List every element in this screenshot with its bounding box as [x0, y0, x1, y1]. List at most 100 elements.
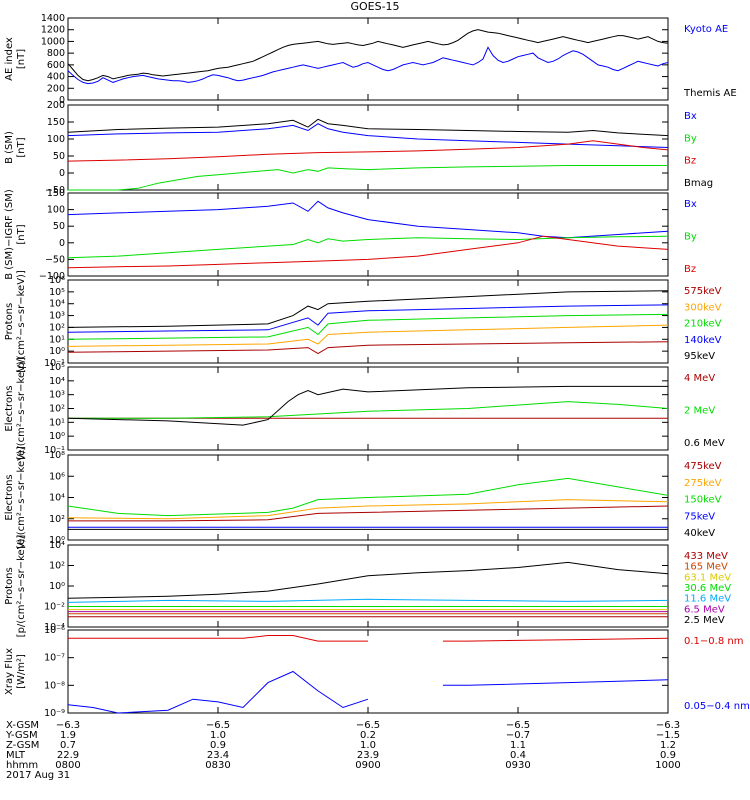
x-tick-value: −1.5: [656, 730, 680, 741]
y-tick-label-electrons2: 10²: [49, 514, 65, 525]
legend-entry-ae-0: Kyoto AE: [684, 24, 728, 35]
panel-frame-protons1: [67, 279, 669, 364]
panel-frame-bsm: [67, 104, 669, 191]
y-tick-label-protons2: 10⁻⁴: [44, 622, 65, 633]
x-tick-value: 0800: [55, 760, 80, 771]
y-tick-label-protons1: 10³: [49, 311, 65, 322]
legend-entry-protons2-4: 11.6 MeV: [684, 594, 731, 605]
legend-entry-xray-0: 0.1−0.8 nm: [684, 636, 743, 647]
legend-entry-protons2-1: 165 MeV: [684, 562, 728, 573]
legend-entry-electrons1-1: 2 MeV: [684, 406, 715, 417]
x-tick-value: −6.3: [56, 720, 80, 731]
x-tick-value: 1.2: [660, 740, 676, 751]
x-tick-value: −6.5: [206, 720, 230, 731]
x-tick-value: −6.5: [356, 720, 380, 731]
y-tick-label-protons1: 10⁰: [49, 346, 65, 357]
y-tick-label-protons2: 10⁴: [49, 540, 65, 551]
legend-entry-xray-1: 0.05−0.4 nm: [684, 701, 750, 712]
panel-frame-ae: [67, 17, 669, 101]
legend-entry-protons1-4: 95keV: [684, 351, 715, 362]
x-tick-value: −6.5: [506, 720, 530, 731]
y-axis-unit-bigrf: [nT]: [16, 224, 27, 244]
y-axis-unit-bsm: [nT]: [16, 137, 27, 157]
x-tick-value: 0.2: [360, 730, 376, 741]
x-axis-row-label: Z-GSM: [6, 740, 39, 751]
y-tick-label-electrons1: 10¹: [49, 417, 65, 428]
y-axis-unit-electrons1: [e/(cm²−s−sr−keV)]: [16, 357, 27, 460]
y-axis-label-protons1: Protons: [4, 303, 15, 340]
y-tick-label-bigrf: 50: [53, 221, 65, 232]
y-axis-label-bsm: B (SM): [4, 131, 15, 164]
y-tick-label-electrons1: 10⁰: [49, 431, 65, 442]
legend-entry-electrons1-2: 0.6 MeV: [684, 438, 725, 449]
x-tick-value: −0.7: [506, 730, 530, 741]
legend-entry-protons1-3: 140keV: [684, 335, 722, 346]
legend-entry-protons1-2: 210keV: [684, 319, 722, 330]
y-tick-label-protons1: 10²: [49, 322, 65, 333]
series-line-protons1-1: [67, 324, 669, 347]
y-axis-label-xray: Xray Flux: [4, 648, 15, 695]
panel-frame-electrons1: [67, 366, 669, 451]
legend-entry-ae-1: Themis AE: [683, 88, 737, 99]
y-tick-label-bsm: 150: [47, 117, 65, 128]
series-line-protons2-4: [67, 598, 669, 603]
y-tick-label-protons1: 10⁵: [49, 287, 65, 298]
y-axis-unit-protons2: [p/(cm²−s−sr−keV)]: [16, 535, 27, 638]
series-line-electrons2-2: [67, 477, 669, 517]
series-line-ae-1: [67, 29, 669, 82]
legend-entry-bsm-1: By: [684, 133, 697, 144]
y-tick-label-ae: 400: [47, 72, 65, 83]
x-tick-value: 1.9: [60, 730, 76, 741]
y-tick-label-ae: 0: [59, 95, 65, 106]
y-tick-label-xray: 10⁻⁶: [44, 625, 65, 636]
x-tick-value: 1000: [655, 760, 680, 771]
x-tick-value: 0900: [355, 760, 380, 771]
series-line-protons2-6: [67, 561, 669, 599]
series-line-xray-1: [67, 670, 669, 714]
y-tick-label-electrons1: 10⁵: [49, 362, 65, 373]
y-tick-label-electrons2: 10⁰: [49, 535, 65, 546]
legend-entry-electrons2-1: 275keV: [684, 478, 722, 489]
y-tick-label-electrons2: 10⁴: [49, 493, 65, 504]
y-tick-label-electrons2: 10⁶: [49, 471, 65, 482]
x-tick-value: 1.0: [210, 730, 226, 741]
x-tick-value: 23.4: [207, 750, 229, 761]
x-tick-value: 0.4: [510, 750, 526, 761]
x-tick-value: 1.0: [360, 740, 376, 751]
legend-entry-bsm-0: Bx: [684, 111, 697, 122]
legend-entry-electrons2-3: 75keV: [684, 511, 715, 522]
y-tick-label-protons2: 10⁰: [49, 581, 65, 592]
y-tick-label-xray: 10⁻⁸: [44, 680, 65, 691]
y-tick-label-electrons1: 10²: [49, 404, 65, 415]
y-axis-unit-electrons2: [e/(cm²−s−sr−keV)]: [16, 446, 27, 549]
series-line-ae-0: [67, 46, 669, 85]
series-line-bsm-3: [67, 118, 669, 137]
x-tick-value: 23.9: [357, 750, 379, 761]
y-tick-label-bsm: 50: [53, 151, 65, 162]
legend-entry-protons1-0: 575keV: [684, 286, 722, 297]
series-line-electrons2-0: [68, 505, 669, 522]
series-line-bsm-2: [67, 140, 669, 162]
legend-entry-bsm-3: Bmag: [684, 178, 713, 189]
y-tick-label-bsm: 0: [59, 168, 65, 179]
y-axis-unit-protons1: [p/(cm²−s−sr−keV)]: [16, 270, 27, 373]
series-line-bigrf-1: [67, 235, 669, 259]
y-tick-label-electrons1: 10⁻¹: [44, 445, 65, 456]
y-tick-label-ae: 200: [47, 83, 65, 94]
y-axis-label-protons2: Protons: [4, 567, 15, 604]
series-line-xray-0: [68, 635, 669, 642]
y-tick-label-electrons1: 10³: [49, 390, 65, 401]
series-line-bsm-0: [67, 123, 669, 148]
y-tick-label-ae: 1200: [41, 25, 65, 36]
panel-frame-bigrf: [67, 192, 669, 277]
y-tick-label-bigrf: 0: [59, 238, 65, 249]
x-tick-value: −6.3: [656, 720, 680, 731]
y-tick-label-bsm: 200: [47, 100, 65, 111]
y-tick-label-protons1: 10⁶: [49, 275, 65, 286]
x-tick-value: 0.9: [210, 740, 226, 751]
y-axis-label-electrons1: Electrons: [4, 385, 15, 431]
y-tick-label-protons1: 10⁴: [49, 299, 65, 310]
y-tick-label-electrons2: 10⁸: [49, 450, 65, 461]
y-tick-label-protons1: 10¹: [49, 334, 65, 345]
